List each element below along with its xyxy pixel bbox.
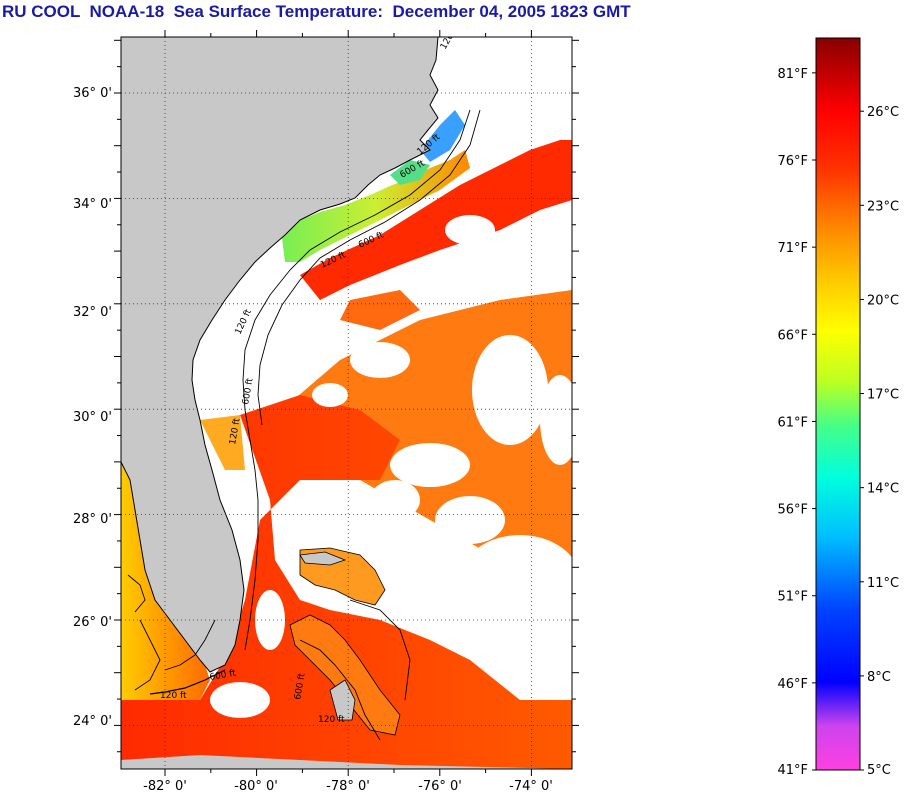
map-area: 120 ft 600 ft 120 ft 600 ft 120 ft 600 f… <box>121 37 572 769</box>
colorbar-f-label: 76°F <box>777 154 808 169</box>
florida-keys <box>149 669 226 695</box>
lon-label-74: -74° 0' <box>509 779 553 794</box>
gulf-stream-region <box>121 395 572 769</box>
map-frame <box>120 36 573 770</box>
colorbar-c-label: 17°C <box>867 388 899 403</box>
colorbar-c-label: 11°C <box>867 576 899 591</box>
colorbar-f-label: 66°F <box>777 328 808 343</box>
florida-shelf-band <box>200 415 245 470</box>
map-title: RU COOL NOAA-18 Sea Surface Temperature:… <box>2 2 631 21</box>
colorbar-f-label: 41°F <box>777 763 808 778</box>
bathymetry-contours <box>127 109 481 741</box>
colorbar-c-label: 26°C <box>867 105 899 120</box>
lat-label-28: 28° 0' <box>73 512 112 527</box>
shelf-water-cool <box>282 150 470 262</box>
andros-island <box>329 679 356 721</box>
colorbar-f-label: 61°F <box>777 415 808 430</box>
us-landmass <box>121 37 439 673</box>
lat-label-36: 36° 0' <box>73 86 112 101</box>
colorbar: 81°F 76°F 71°F 66°F 61°F 56°F 51°F 46°F 41°F 26°… <box>777 37 899 778</box>
colorbar-f-label: 81°F <box>777 67 808 82</box>
colorbar-gradient <box>815 37 861 771</box>
lon-label-76: -76° 0' <box>418 779 462 794</box>
colorbar-f-label: 51°F <box>777 590 808 605</box>
lat-label-26: 26° 0' <box>73 615 112 630</box>
lat-label-34: 34° 0' <box>73 197 112 212</box>
colorbar-fahrenheit-labels: 81°F 76°F 71°F 66°F 61°F 56°F 51°F 46°F 41°F <box>777 67 816 778</box>
frame-ticks <box>114 30 579 776</box>
cold-sound-water-2 <box>390 160 430 185</box>
lat-label-30: 30° 0' <box>73 410 112 425</box>
contour-label: 600 ft <box>293 672 308 700</box>
latitude-labels: 36° 0' 34° 0' 32° 0' 30° 0' 28° 0' 26° 0… <box>73 86 112 729</box>
colorbar-c-label: 20°C <box>867 293 899 308</box>
contour-label: 600 ft <box>241 377 256 405</box>
colorbar-f-label: 71°F <box>777 241 808 256</box>
lon-label-78: -78° 0' <box>326 779 370 794</box>
colorbar-f-label: 56°F <box>777 503 808 518</box>
lon-label-80: -80° 0' <box>234 779 278 794</box>
colorbar-c-label: 23°C <box>867 199 899 214</box>
cuba-land <box>121 755 572 769</box>
mid-ocean-patch <box>340 290 420 330</box>
colorbar-f-label: 46°F <box>777 677 808 692</box>
gulf-stream-north-band <box>300 140 572 300</box>
lat-label-32: 32° 0' <box>73 305 112 320</box>
contour-label: 120 ft <box>318 715 345 725</box>
colorbar-c-label: 14°C <box>867 482 899 497</box>
contour-label: 120 ft <box>160 691 187 701</box>
cloud-cover <box>210 215 572 718</box>
lon-label-82: -82° 0' <box>143 779 187 794</box>
contour-label: 600 ft <box>209 668 237 683</box>
cold-sound-water <box>420 110 465 162</box>
longitude-labels: -82° 0' -80° 0' -78° 0' -76° 0' -74° 0' <box>143 779 553 794</box>
colorbar-celsius-labels: 26°C 23°C 20°C 17°C 14°C 11°C 8°C 5°C <box>860 105 899 778</box>
grand-bahama-island <box>299 551 347 566</box>
colorbar-c-label: 8°C <box>867 670 891 685</box>
colorbar-c-label: 5°C <box>867 763 891 778</box>
contour-label: 120 ft <box>228 417 243 445</box>
lat-label-24: 24° 0' <box>73 714 112 729</box>
sst-map: 120 ft 600 ft 120 ft 600 ft 120 ft 600 f… <box>73 30 579 794</box>
